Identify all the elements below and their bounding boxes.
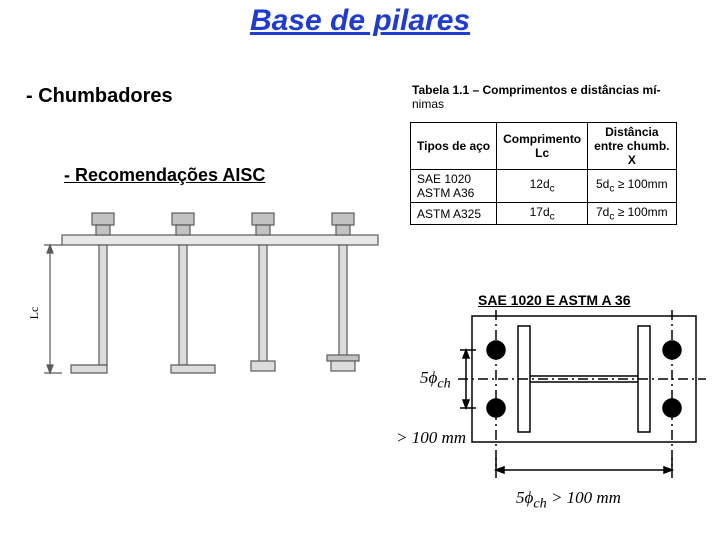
cell-steel: SAE 1020 ASTM A36 [411, 170, 497, 203]
cell-x: 5dc ≥ 100mm [588, 170, 676, 203]
cell-steel-l1: ASTM A325 [417, 207, 481, 221]
header-dist-l3: X [628, 153, 636, 167]
formula-vertical: 5ϕch [420, 368, 451, 392]
section-heading: - Chumbadores [26, 85, 173, 108]
cell-x-cond: ≥ 100mm [614, 205, 667, 219]
cell-x-val: 7d [596, 205, 609, 219]
formula-horizontal: 5ϕch > 100 mm [516, 488, 621, 512]
header-length-l1: Comprimento [503, 132, 581, 146]
header-length-l2: Lc [535, 146, 549, 160]
table-row: ASTM A325 17dc 7dc ≥ 100mm [411, 203, 677, 225]
formula-v-main: 5ϕ [420, 368, 437, 387]
cell-x: 7dc ≥ 100mm [588, 203, 676, 225]
plan-caption: SAE 1020 E ASTM A 36 [478, 292, 631, 308]
cell-lc-sub: c [550, 211, 555, 222]
table-caption-line1: Tabela 1.1 – Comprimentos e distâncias m… [412, 83, 661, 97]
subsection-heading: - Recomendações AISC [64, 165, 265, 186]
cell-lc-val: 17d [530, 205, 550, 219]
table-caption: Tabela 1.1 – Comprimentos e distâncias m… [412, 84, 661, 112]
cell-lc: 12dc [497, 170, 588, 203]
cell-steel-l2: ASTM A36 [417, 186, 474, 200]
cell-lc-sub: c [550, 184, 555, 195]
header-dist-l2: entre chumb. [594, 139, 669, 153]
cell-x-val: 5d [596, 177, 609, 191]
header-dist-l1: Distância [605, 125, 658, 139]
lc-label: Lc [27, 307, 41, 320]
formula-vertical-cond: > 100 mm [396, 428, 466, 448]
page-title: Base de pilares [0, 4, 720, 38]
table-header-row: Tipos de aço Comprimento Lc Distância en… [411, 123, 677, 170]
formula-h-a: 5ϕ [516, 488, 533, 507]
header-distance: Distância entre chumb. X [588, 123, 676, 170]
formula-h-b: > 100 mm [547, 488, 621, 507]
table-caption-line2: nimas [412, 97, 444, 111]
header-length: Comprimento Lc [497, 123, 588, 170]
cell-lc-val: 12d [530, 177, 550, 191]
cell-x-cond: ≥ 100mm [614, 177, 667, 191]
formula-v-sub: ch [437, 375, 450, 391]
header-steel-type: Tipos de aço [411, 123, 497, 170]
cell-lc: 17dc [497, 203, 588, 225]
table-row: SAE 1020 ASTM A36 12dc 5dc ≥ 100mm [411, 170, 677, 203]
steel-table: Tipos de aço Comprimento Lc Distância en… [410, 122, 677, 225]
formula-h-sub: ch [533, 495, 546, 511]
cell-steel-l1: SAE 1020 [417, 172, 471, 186]
cell-steel: ASTM A325 [411, 203, 497, 225]
anchor-diagram: Lc [14, 205, 394, 385]
